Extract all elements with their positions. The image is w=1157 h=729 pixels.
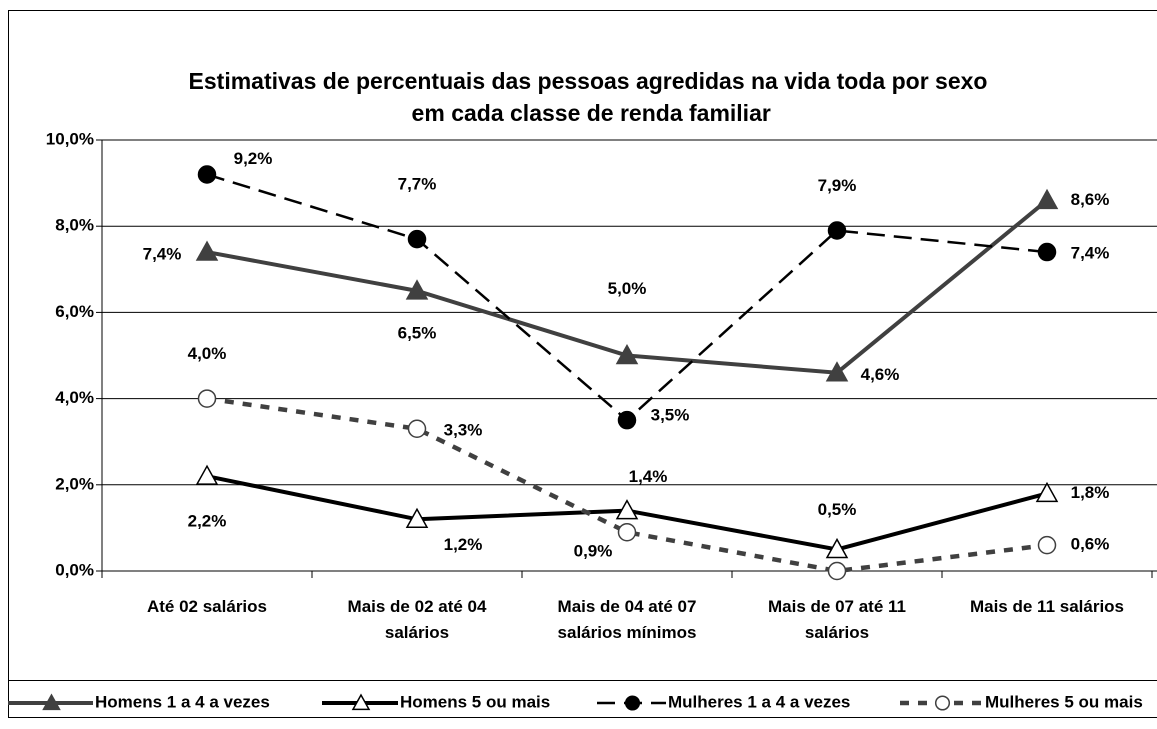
marker	[827, 221, 847, 240]
data-label: 0,6%	[1071, 535, 1110, 554]
data-label: 4,0%	[188, 344, 227, 363]
legend-label: Mulheres 1 a 4 a vezes	[668, 692, 850, 711]
data-label: 5,0%	[608, 279, 647, 298]
marker	[1037, 242, 1057, 262]
data-label: 3,5%	[651, 406, 690, 425]
legend-label: Homens 5 ou mais	[400, 692, 550, 711]
marker	[617, 410, 637, 430]
y-tick-label: 0,0%	[55, 560, 94, 579]
data-label: 8,6%	[1071, 190, 1110, 209]
marker	[197, 389, 217, 408]
y-tick-label: 4,0%	[55, 388, 94, 407]
marker	[1035, 481, 1059, 503]
marker	[195, 464, 219, 485]
legend-label: Mulheres 5 ou mais	[985, 692, 1143, 711]
chart-title: Estimativas de percentuais das pessoas a…	[189, 68, 988, 126]
marker	[825, 537, 849, 559]
marker	[1037, 535, 1057, 555]
marker	[827, 561, 847, 581]
data-label: 1,2%	[444, 535, 483, 554]
data-label: 1,4%	[629, 467, 668, 486]
data-label: 4,6%	[861, 365, 900, 384]
data-label: 0,5%	[818, 500, 857, 519]
marker	[617, 522, 637, 542]
chart-border	[8, 10, 1157, 718]
x-tick-label: Mais de 04 até 07 salários mínimos	[557, 597, 697, 642]
y-tick-label: 6,0%	[55, 302, 94, 321]
marker	[1035, 188, 1059, 210]
y-tick-label: 10,0%	[46, 129, 94, 148]
data-label: 7,4%	[143, 245, 182, 264]
marker	[934, 695, 951, 711]
legend-label: Homens 1 a 4 a vezes	[95, 692, 270, 711]
marker	[615, 499, 639, 520]
y-tick-label: 8,0%	[55, 216, 94, 235]
data-label: 9,2%	[234, 149, 273, 168]
marker	[624, 695, 641, 711]
data-label: 1,8%	[1071, 483, 1110, 502]
data-label: 7,4%	[1071, 244, 1110, 263]
y-tick-label: 2,0%	[55, 474, 94, 493]
marker	[42, 693, 61, 711]
data-label: 7,7%	[398, 175, 437, 194]
x-tick-label: Mais de 02 até 04 salários	[347, 597, 487, 642]
x-tick-label: Até 02 salários	[146, 597, 267, 616]
marker	[197, 165, 217, 184]
data-label: 3,3%	[444, 420, 483, 439]
data-label: 2,2%	[188, 512, 227, 531]
marker	[407, 419, 427, 439]
marker	[825, 361, 849, 382]
marker	[405, 279, 429, 300]
marker	[615, 343, 639, 365]
x-tick-label: Mais de 11 salários	[969, 597, 1125, 616]
marker	[351, 693, 371, 711]
marker	[405, 507, 429, 529]
data-label: 0,9%	[574, 542, 613, 561]
data-label: 6,5%	[398, 323, 437, 342]
x-tick-label: Mais de 07 até 11 salários	[768, 597, 906, 642]
data-label: 7,9%	[818, 176, 857, 195]
marker	[195, 240, 219, 261]
marker	[407, 229, 427, 249]
